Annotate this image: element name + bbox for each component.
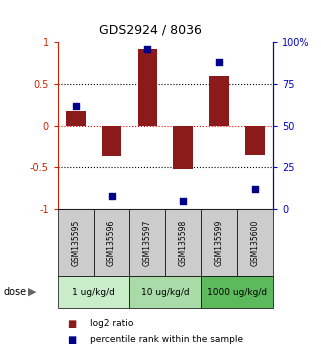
Text: 10 ug/kg/d: 10 ug/kg/d <box>141 287 190 297</box>
Bar <box>201 209 237 276</box>
Text: log2 ratio: log2 ratio <box>90 319 133 329</box>
Text: ▶: ▶ <box>28 287 36 297</box>
Text: GDS2924 / 8036: GDS2924 / 8036 <box>100 23 202 36</box>
Point <box>252 186 257 192</box>
Point <box>73 103 78 109</box>
Bar <box>137 49 157 126</box>
Text: GSM135598: GSM135598 <box>179 219 188 266</box>
Text: GSM135599: GSM135599 <box>214 219 224 266</box>
Point <box>216 59 221 65</box>
Bar <box>58 209 94 276</box>
Bar <box>173 126 193 169</box>
Text: percentile rank within the sample: percentile rank within the sample <box>90 335 243 344</box>
Bar <box>129 209 165 276</box>
Bar <box>209 76 229 126</box>
Bar <box>102 126 121 156</box>
Bar <box>201 276 273 308</box>
Bar <box>237 209 273 276</box>
Text: dose: dose <box>3 287 26 297</box>
Text: GSM135597: GSM135597 <box>143 219 152 266</box>
Bar <box>165 209 201 276</box>
Text: ■: ■ <box>67 335 77 345</box>
Bar <box>58 276 129 308</box>
Point <box>181 198 186 203</box>
Text: GSM135600: GSM135600 <box>250 219 259 266</box>
Point <box>145 46 150 52</box>
Text: GSM135596: GSM135596 <box>107 219 116 266</box>
Bar <box>66 111 86 126</box>
Point <box>109 193 114 198</box>
Text: 1000 ug/kg/d: 1000 ug/kg/d <box>207 287 267 297</box>
Text: ■: ■ <box>67 319 77 329</box>
Bar <box>94 209 129 276</box>
Text: GSM135595: GSM135595 <box>71 219 80 266</box>
Bar <box>245 126 265 155</box>
Text: 1 ug/kg/d: 1 ug/kg/d <box>72 287 115 297</box>
Bar <box>129 276 201 308</box>
